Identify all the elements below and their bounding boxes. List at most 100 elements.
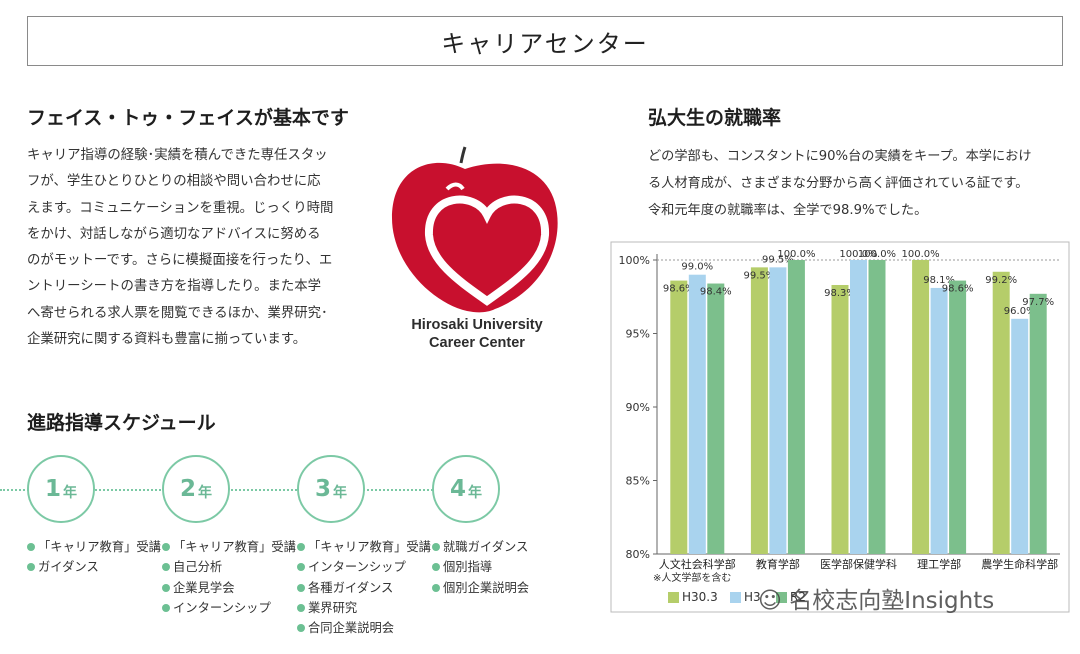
intro-line: へ寄せられる求人票を閲覧できるほか、業界研究･	[27, 305, 328, 321]
legend-item-1: H3	[730, 590, 761, 604]
intro-line: ントリーシートの書き方を指導したり。また本学	[27, 279, 322, 295]
data-label: 98.6%	[663, 284, 695, 295]
x-tick-label: 人文社会科学部	[659, 557, 736, 571]
legend-swatch	[730, 591, 741, 603]
y-tick-label: 100%	[619, 254, 650, 267]
page-title: キャリアセンター	[27, 16, 1063, 66]
employment-paragraph: どの学部も、コンスタントに90%台の実績をキープ。本学におけ る人材育成が、さま…	[648, 143, 1032, 224]
bar	[787, 260, 805, 554]
employment-line: る人材育成が、さまざまな分野から高く評価されている証です。	[648, 176, 1029, 191]
data-label: 98.4%	[700, 287, 732, 298]
apple-heart-logo-icon	[392, 146, 558, 313]
intro-line: キャリア指導の経験･実績を積んできた専任スタッ	[27, 148, 328, 163]
bar	[912, 260, 930, 554]
employment-line: 令和元年度の就職率は、全学で98.9%でした。	[648, 203, 928, 218]
year-4-list: 就職ガイダンス 個別指導 個別企業説明会	[432, 537, 529, 598]
bullet-icon	[297, 583, 305, 592]
legend-swatch	[668, 591, 679, 603]
bullet-icon	[297, 543, 305, 551]
data-label: 100.0%	[839, 249, 877, 260]
bar	[850, 260, 867, 554]
y-tick-label: 80%	[626, 548, 650, 561]
data-label: 100.0%	[777, 249, 815, 260]
list-item: 各種ガイダンス	[297, 578, 431, 598]
list-item: 企業見学会	[162, 578, 296, 598]
list-item: 合同企業説明会	[297, 618, 431, 638]
face-to-face-heading: フェイス・トゥ・フェイスが基本です	[27, 107, 349, 129]
legend-item-2: R2	[776, 590, 806, 604]
bullet-icon	[297, 624, 305, 633]
bullet-icon	[432, 583, 440, 592]
x-tick-label: 農学生命科学部	[981, 557, 1058, 571]
list-item: 個別企業説明会	[432, 578, 529, 598]
y-tick-label: 95%	[626, 328, 650, 341]
list-item: 業界研究	[297, 598, 431, 618]
intro-line: フが、学生ひとりひとりの相談や問い合わせに応	[27, 174, 321, 190]
bullet-icon	[162, 603, 170, 612]
list-item: 「キャリア教育」受講	[297, 537, 431, 557]
intro-line: のがモットーです。さらに模擬面接を行ったり、エ	[27, 253, 333, 269]
employment-chart-svg: 80% 85% 90% 95% 100% 98.6% 99.0% 98.4% 人文社会科学部 99…	[610, 241, 1070, 613]
employment-rate-heading: 弘大生の就職率	[648, 107, 782, 129]
watermark-text: 名校志向塾Insights	[789, 588, 995, 614]
bar	[769, 267, 787, 554]
y-tick-label: 85%	[626, 475, 650, 488]
intro-line: 企業研究に関する資料も豊富に揃っています。	[27, 332, 307, 348]
bar	[831, 284, 849, 554]
list-item: 「キャリア教育」受講	[27, 537, 161, 557]
logo-line2: Career Center	[429, 335, 525, 351]
data-label: 99.2%	[985, 275, 1017, 286]
category-note: ※人文学部を含む	[653, 571, 731, 584]
bar	[930, 287, 948, 554]
bar	[688, 274, 706, 554]
list-item: 就職ガイダンス	[432, 537, 529, 557]
chart-frame	[610, 241, 1070, 613]
bar	[1011, 318, 1029, 554]
bar	[1029, 293, 1047, 554]
logo-line1: Hirosaki University	[411, 317, 543, 333]
intro-line: をかけ、対話しながら適切なアドバイスに努める	[27, 226, 321, 242]
list-item: 個別指導	[432, 557, 529, 577]
x-tick-label: 医学部保健学科	[820, 557, 897, 571]
bullet-icon	[162, 543, 170, 551]
list-item: 「キャリア教育」受講	[162, 537, 296, 557]
data-label: 98.6%	[942, 284, 974, 295]
x-tick-label: 理工学部	[917, 557, 961, 571]
bullet-icon	[162, 583, 170, 592]
intro-line: えます。コミュニケーションを重視。じっくり時間	[27, 200, 334, 216]
bullet-icon	[432, 563, 440, 572]
bar	[707, 283, 725, 554]
data-label: 96.0%	[1004, 306, 1036, 317]
employment-line: どの学部も、コンスタントに90%台の実績をキープ。本学におけ	[648, 149, 1032, 164]
wechat-icon: ☺	[758, 588, 782, 614]
schedule-heading: 進路指導スケジュール	[27, 412, 216, 434]
bullet-icon	[27, 543, 35, 551]
list-item: インターンシップ	[297, 557, 431, 577]
logo-caption: Hirosaki University Career Center	[392, 316, 562, 352]
bar	[670, 280, 688, 554]
year-3-list: 「キャリア教育」受講 インターンシップ 各種ガイダンス 業界研究 合同企業説明会	[297, 537, 431, 638]
y-tick-label: 90%	[626, 401, 650, 414]
bar	[750, 267, 768, 554]
bullet-icon	[297, 563, 305, 572]
data-label: 99.0%	[681, 262, 713, 273]
data-label: 100.0%	[902, 249, 940, 260]
bullet-icon	[297, 603, 305, 612]
bullet-icon	[162, 563, 170, 572]
bar	[868, 260, 886, 554]
data-label: 97.7%	[1022, 297, 1054, 308]
list-item: 自己分析	[162, 557, 296, 577]
legend-item-0: H30.3	[668, 590, 718, 604]
data-label: 100.0%	[858, 249, 896, 260]
employment-chart: 80% 85% 90% 95% 100% 98.6% 99.0% 98.4% 人文社会科学部 99…	[605, 236, 1075, 650]
data-label: 99.5%	[744, 270, 776, 281]
data-label: 98.1%	[923, 275, 955, 286]
x-tick-label: 教育学部	[756, 557, 800, 571]
legend-swatch	[776, 591, 787, 603]
data-label: 98.3%	[824, 288, 856, 299]
bar	[949, 280, 967, 554]
data-label: 99.5%	[762, 254, 794, 265]
bullet-icon	[432, 543, 440, 551]
